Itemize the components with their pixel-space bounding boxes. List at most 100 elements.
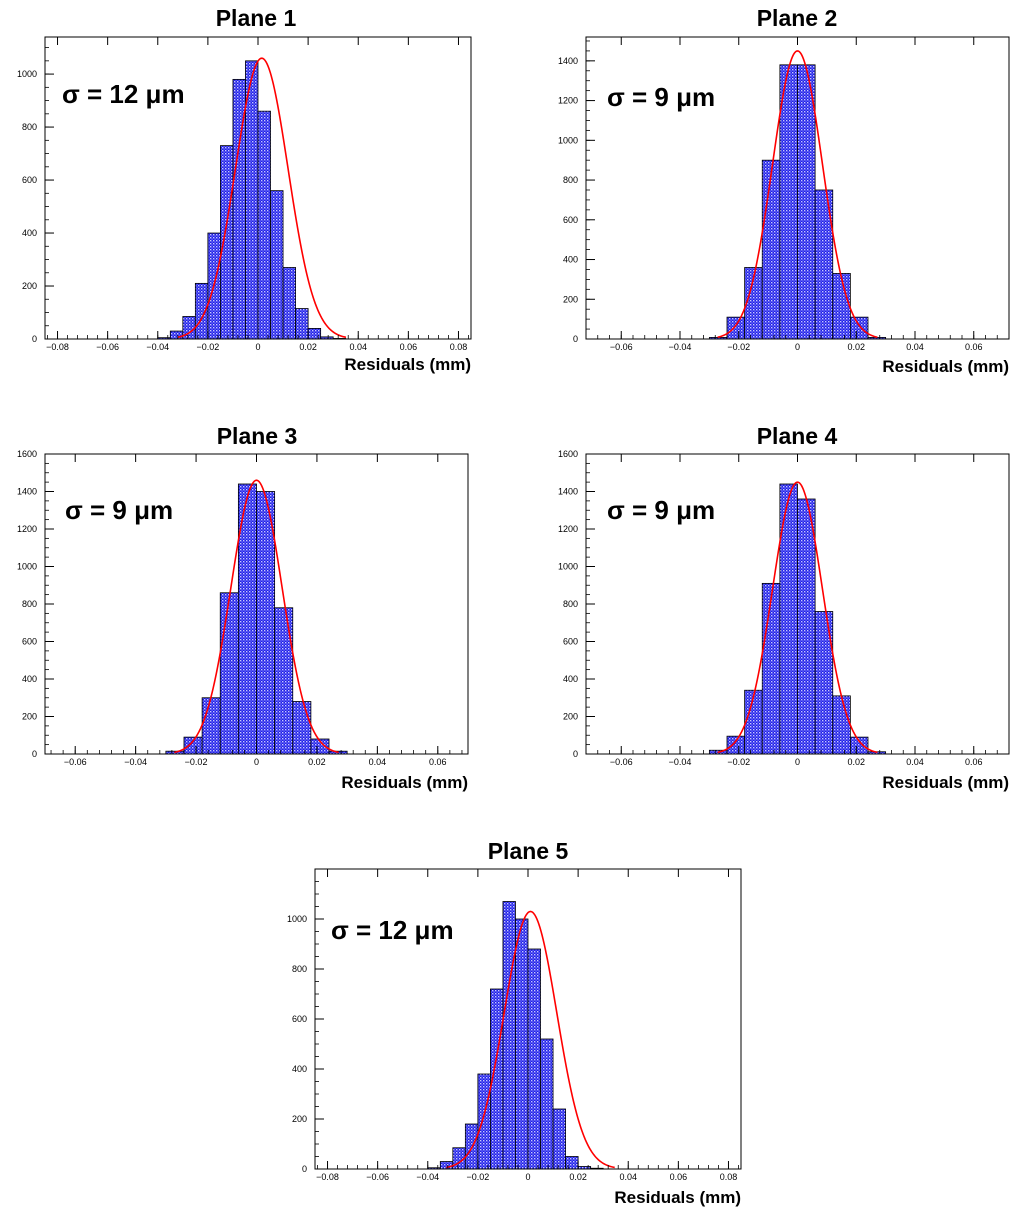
x-tick-label: 0.04 <box>906 342 924 352</box>
x-axis-label: Residuals (mm) <box>614 1188 741 1207</box>
y-tick-label: 1400 <box>558 487 578 497</box>
x-axis-label: Residuals (mm) <box>344 355 471 374</box>
y-axis-ticks: 0 200 400 600 800 1000 1200 1400 1600 <box>558 449 595 759</box>
y-tick-label: 1400 <box>558 56 578 66</box>
histogram-bars <box>427 901 604 1170</box>
x-tick-label: 0.06 <box>670 1172 688 1182</box>
sigma-annotation: σ = 9 μm <box>65 495 173 525</box>
histogram-bars <box>708 483 887 755</box>
x-tick-label: 0 <box>525 1172 530 1182</box>
histogram-bars <box>165 483 348 755</box>
sigma-annotation: σ = 12 μm <box>331 915 454 945</box>
y-tick-label: 400 <box>563 255 578 265</box>
y-tick-label: 1600 <box>17 449 37 459</box>
x-tick-label: 0.06 <box>400 342 418 352</box>
chart-panel-1: Plane 1 −0.08 −0.06 −0.04 −0.02 0 0.02 0.04 0.0… <box>17 5 472 374</box>
x-tick-label: 0.06 <box>429 757 447 767</box>
x-axis-ticks: −0.08 −0.06 −0.04 −0.02 0 0.02 0.04 0.06 0.08 <box>316 869 739 1182</box>
y-tick-label: 400 <box>292 1064 307 1074</box>
histogram-bar <box>797 64 816 340</box>
x-tick-label: 0 <box>255 342 260 352</box>
x-tick-label: −0.04 <box>146 342 169 352</box>
histogram-bars <box>708 64 887 340</box>
y-tick-label: 0 <box>32 334 37 344</box>
x-tick-label: 0.02 <box>847 342 865 352</box>
x-tick-label: 0.08 <box>720 1172 738 1182</box>
histogram-bar <box>245 60 259 340</box>
histogram-bar <box>502 901 516 1170</box>
plot-area: −0.06 −0.04 −0.02 0 0.02 0.04 0.06 0 200 400 600 80… <box>558 36 1010 352</box>
gaussian-fit-line <box>717 481 878 754</box>
x-tick-label: 0.04 <box>349 342 367 352</box>
x-axis-ticks: −0.06 −0.04 −0.02 0 0.02 0.04 0.06 <box>585 37 1010 352</box>
y-tick-label: 1200 <box>17 524 37 534</box>
x-tick-label: 0 <box>795 757 800 767</box>
y-tick-label: 0 <box>302 1164 307 1174</box>
y-tick-label: 1000 <box>558 562 578 572</box>
chart-panel-2: Plane 2 −0.06 −0.04 −0.02 0 0.02 0.04 0.06 0 200… <box>558 5 1010 376</box>
chart-panel-4: Plane 4 −0.06 −0.04 −0.02 0 0.02 0.04 0.06 0 200… <box>558 423 1010 792</box>
histogram-bar <box>282 267 296 340</box>
y-tick-label: 200 <box>22 712 37 722</box>
chart-panel-5: Plane 5 −0.08 −0.06 −0.04 −0.02 0 0.02 0.04 0.0… <box>287 838 742 1207</box>
histogram-bar <box>527 948 541 1170</box>
y-tick-label: 400 <box>22 228 37 238</box>
histogram-bar <box>849 736 869 755</box>
histogram-bar <box>849 316 869 340</box>
x-axis-label: Residuals (mm) <box>882 773 1009 792</box>
x-tick-label: −0.06 <box>96 342 119 352</box>
y-tick-label: 400 <box>22 674 37 684</box>
plot-area: −0.08 −0.06 −0.04 −0.02 0 0.02 0.04 0.06 0.08 0 20… <box>287 868 742 1182</box>
x-axis-ticks: −0.08 −0.06 −0.04 −0.02 0 0.02 0.04 0.06 0.08 <box>46 37 469 352</box>
histogram-bar <box>797 498 816 755</box>
x-tick-label: 0.04 <box>619 1172 637 1182</box>
histogram-bar <box>274 607 294 755</box>
histogram-bar <box>292 701 312 755</box>
histogram-bar <box>270 190 284 340</box>
y-tick-label: 600 <box>22 175 37 185</box>
x-tick-label: −0.06 <box>366 1172 389 1182</box>
y-axis-ticks: 0 200 400 600 800 1000 1200 1400 1600 <box>17 449 54 759</box>
x-tick-label: −0.02 <box>196 342 219 352</box>
histogram-bar <box>515 918 529 1170</box>
histogram-bar <box>814 611 834 755</box>
gaussian-fit-line <box>717 50 878 339</box>
y-axis-ticks: 0 200 400 600 800 1000 <box>17 47 54 344</box>
x-axis-ticks: −0.06 −0.04 −0.02 0 0.02 0.04 0.06 <box>585 454 1010 767</box>
x-tick-label: −0.06 <box>64 757 87 767</box>
y-tick-label: 200 <box>563 294 578 304</box>
histogram-bar <box>295 308 309 340</box>
histogram-bar <box>779 64 798 340</box>
y-tick-label: 1400 <box>17 487 37 497</box>
x-tick-label: −0.06 <box>610 757 633 767</box>
chart-title: Plane 5 <box>488 838 569 864</box>
y-tick-label: 0 <box>32 749 37 759</box>
plot-area: −0.08 −0.06 −0.04 −0.02 0 0.02 0.04 0.06 0.08 0 20… <box>17 36 472 352</box>
histogram-bar <box>183 736 203 755</box>
x-tick-label: 0.02 <box>299 342 317 352</box>
x-axis-ticks: −0.06 −0.04 −0.02 0 0.02 0.04 0.06 <box>50 454 463 767</box>
histogram-bar <box>169 330 184 340</box>
x-tick-label: 0.06 <box>965 342 983 352</box>
y-axis-ticks: 0 200 400 600 800 1000 <box>287 868 324 1174</box>
y-tick-label: 400 <box>563 674 578 684</box>
y-tick-label: 200 <box>563 712 578 722</box>
sigma-annotation: σ = 9 μm <box>607 495 715 525</box>
gaussian-fit-line <box>177 57 347 339</box>
chart-panel-3: Plane 3 −0.06 −0.04 −0.02 0 0.02 0.04 0.06 0 200… <box>17 423 469 792</box>
y-tick-label: 1000 <box>17 69 37 79</box>
histogram-bar <box>832 273 851 340</box>
y-tick-label: 200 <box>22 281 37 291</box>
y-tick-label: 1000 <box>558 135 578 145</box>
y-tick-label: 1200 <box>558 524 578 534</box>
histogram-bar <box>832 695 851 755</box>
x-tick-label: 0.04 <box>906 757 924 767</box>
chart-title: Plane 1 <box>216 5 297 31</box>
x-tick-label: −0.04 <box>416 1172 439 1182</box>
histogram-bar <box>201 697 221 755</box>
y-tick-label: 1000 <box>17 562 37 572</box>
y-tick-label: 800 <box>22 599 37 609</box>
histogram-bar <box>220 145 234 340</box>
histogram-bar <box>761 159 781 340</box>
